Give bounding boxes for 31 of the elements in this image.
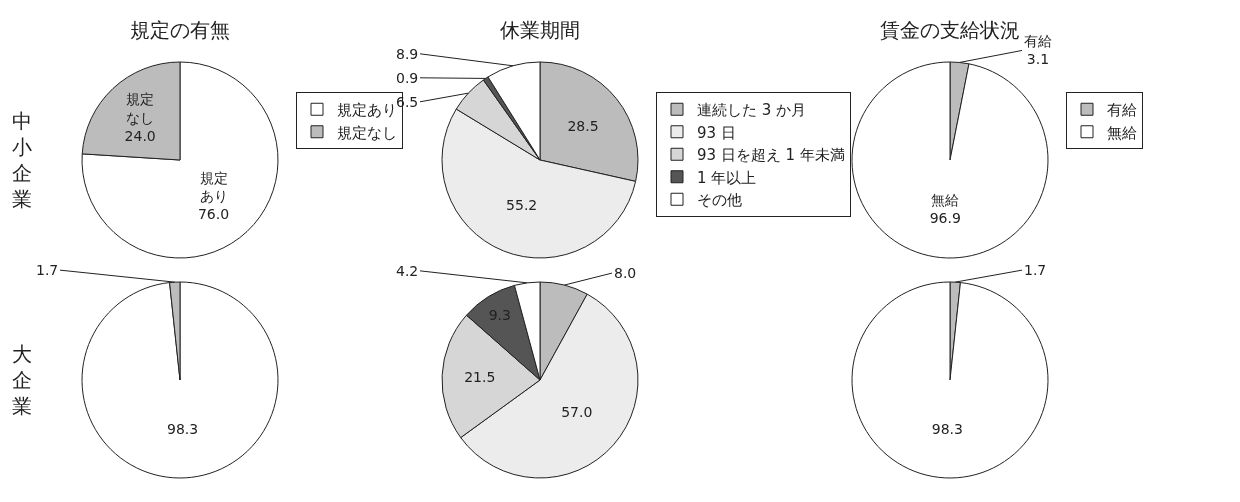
chart-title: 休業期間 — [500, 18, 580, 42]
legend-label: 規定あり — [337, 101, 397, 120]
text: 中小企業 — [12, 109, 32, 211]
data-label: 55.2 — [506, 197, 538, 214]
legend-label: 93 日を超え 1 年未満 — [697, 146, 845, 165]
chart-title: 規定の有無 — [130, 18, 230, 42]
data-label: 有給3.1 — [1024, 33, 1052, 68]
legend-label: 連続した 3 か月 — [697, 101, 807, 120]
legend-label: その他 — [697, 191, 742, 210]
data-label: 8.0 — [614, 265, 637, 281]
data-label: 1.7 — [36, 262, 59, 278]
data-label: 98.3 — [167, 420, 199, 437]
pie-slice — [81, 61, 279, 259]
data-label: 57.0 — [561, 404, 593, 421]
data-label: 8.9 — [396, 46, 419, 62]
legend-label: 有給 — [1107, 101, 1137, 120]
data-label: 規定あり76.0 — [197, 169, 230, 222]
data-label: 無給96.9 — [929, 191, 961, 226]
data-label: 21.5 — [464, 369, 496, 386]
data-label: 98.3 — [931, 420, 963, 437]
data-label: 1.7 — [1024, 262, 1047, 278]
legend-label: 規定なし — [337, 123, 397, 142]
data-label: 28.5 — [567, 117, 599, 134]
legend-label: 無給 — [1107, 123, 1137, 142]
legend-label: 93 日 — [697, 123, 736, 142]
text: 大企業 — [12, 342, 32, 418]
chart-title: 賃金の支給状況 — [880, 18, 1020, 42]
data-label: 0.9 — [396, 70, 419, 86]
legend-label: 1 年以上 — [697, 168, 757, 187]
data-label: 規定なし24.0 — [124, 91, 156, 144]
data-label: 4.2 — [396, 263, 419, 279]
